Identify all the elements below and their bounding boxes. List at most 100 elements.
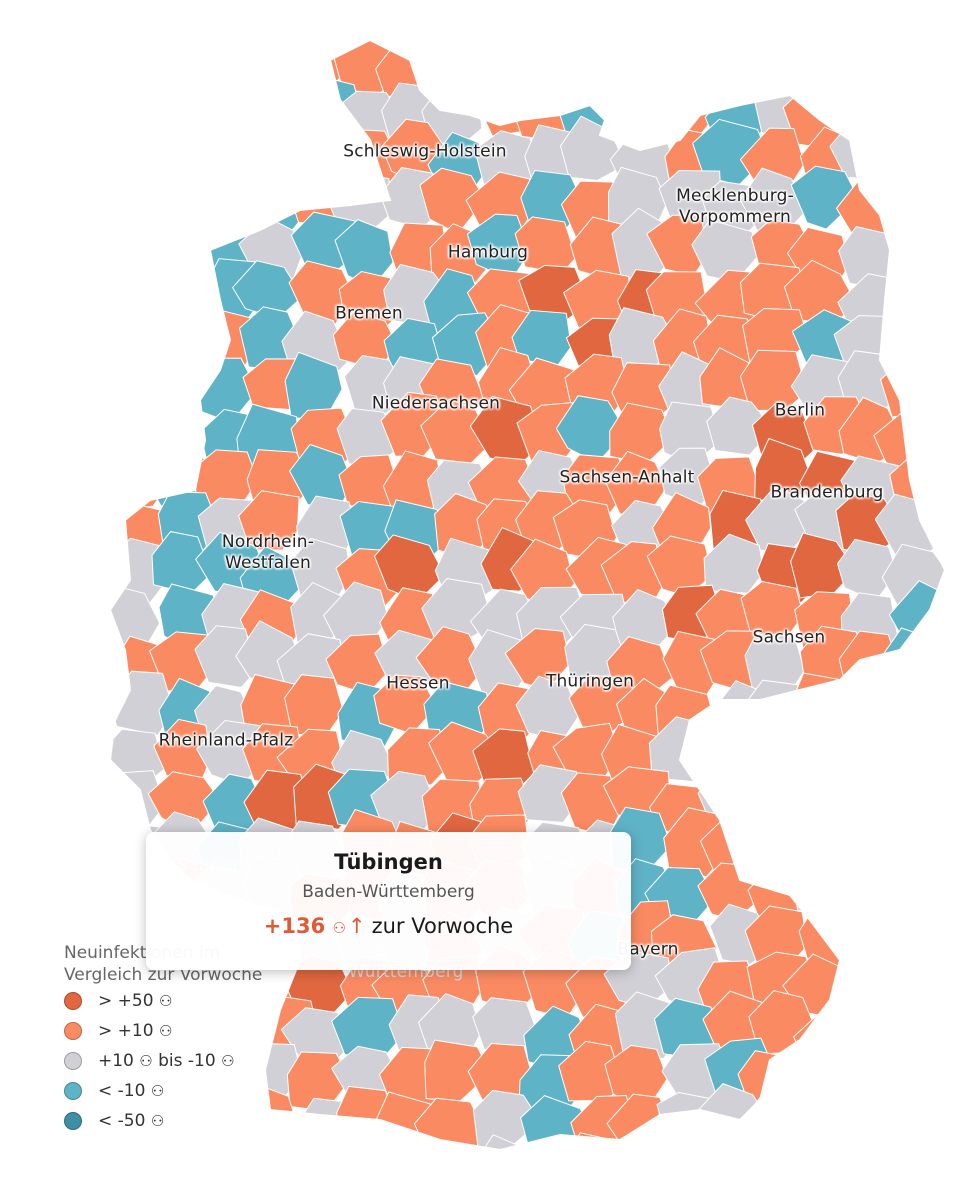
district-cell[interactable] <box>844 713 910 782</box>
district-cell[interactable] <box>517 764 581 823</box>
district-cell[interactable] <box>875 677 948 743</box>
district-cell[interactable] <box>100 114 167 186</box>
district-cell[interactable] <box>738 0 808 45</box>
district-cell[interactable] <box>137 363 213 430</box>
district-cell[interactable] <box>192 1139 259 1196</box>
district-cell[interactable] <box>830 1084 904 1148</box>
district-cell[interactable] <box>153 131 217 195</box>
district-cell[interactable] <box>746 811 820 874</box>
district-cell[interactable] <box>691 718 765 782</box>
district-cell[interactable] <box>878 171 947 241</box>
district-cell[interactable] <box>505 0 576 44</box>
district-cell[interactable] <box>698 1126 760 1196</box>
district-cell[interactable] <box>692 39 766 100</box>
district-cell[interactable] <box>280 124 346 190</box>
district-cell[interactable] <box>888 1092 948 1160</box>
district-cell[interactable] <box>283 1134 356 1200</box>
district-cell[interactable] <box>60 132 127 197</box>
district-cell[interactable] <box>880 119 947 183</box>
district-cell[interactable] <box>799 46 865 105</box>
district-cell[interactable] <box>886 728 958 795</box>
district-cell[interactable] <box>606 1139 679 1200</box>
district-cell[interactable] <box>107 1139 181 1198</box>
district-cell[interactable] <box>240 126 313 192</box>
district-cell[interactable] <box>741 763 813 833</box>
district-cell[interactable] <box>235 40 307 98</box>
district-cell[interactable] <box>830 901 900 975</box>
district-cell[interactable] <box>184 27 257 101</box>
district-cell[interactable] <box>107 168 179 231</box>
district-cell[interactable] <box>329 1136 397 1196</box>
district-cell[interactable] <box>563 1132 625 1200</box>
district-cell[interactable] <box>105 256 167 327</box>
district-cell[interactable] <box>804 816 865 880</box>
district-cell[interactable] <box>879 1001 948 1074</box>
district-cell[interactable] <box>787 0 850 55</box>
district-cell[interactable] <box>194 625 257 689</box>
district-cell[interactable] <box>620 31 682 92</box>
district-cell[interactable] <box>149 170 217 233</box>
district-cell[interactable] <box>618 73 684 140</box>
district-cell[interactable] <box>555 41 624 100</box>
district-cell[interactable] <box>508 1148 574 1200</box>
district-cell[interactable] <box>53 1145 121 1200</box>
district-cell[interactable] <box>154 304 214 377</box>
district-cell[interactable] <box>463 0 527 53</box>
district-cell[interactable] <box>696 0 768 56</box>
district-cell[interactable] <box>149 31 214 94</box>
district-cell[interactable] <box>108 356 172 418</box>
district-cell[interactable] <box>883 77 945 136</box>
district-cell[interactable] <box>104 0 167 56</box>
district-cell[interactable] <box>659 28 729 92</box>
district-cell[interactable] <box>793 723 862 790</box>
district-cell[interactable] <box>743 724 802 790</box>
district-cell[interactable] <box>835 29 900 90</box>
district-cell[interactable] <box>877 770 946 837</box>
district-cell[interactable] <box>560 0 629 65</box>
district-cell[interactable] <box>143 409 210 470</box>
district-cell[interactable] <box>200 0 270 55</box>
district-cell[interactable] <box>151 1131 226 1200</box>
district-cell[interactable] <box>882 39 956 99</box>
district-cell[interactable] <box>201 80 271 143</box>
district-cell[interactable] <box>791 773 857 834</box>
district-cell[interactable] <box>238 490 300 551</box>
district-cell[interactable] <box>60 34 129 95</box>
district-cell[interactable] <box>45 633 114 699</box>
district-cell[interactable] <box>478 1134 545 1200</box>
district-cell[interactable] <box>147 0 224 47</box>
district-cell[interactable] <box>141 266 205 331</box>
district-cell[interactable] <box>52 263 118 328</box>
district-cell[interactable] <box>833 1139 899 1199</box>
district-cell[interactable] <box>425 1142 495 1200</box>
district-cell[interactable] <box>52 762 121 823</box>
district-cell[interactable] <box>837 853 905 919</box>
district-cell[interactable] <box>790 672 854 743</box>
district-cell[interactable] <box>57 220 121 293</box>
district-cell[interactable] <box>54 84 124 151</box>
district-cell[interactable] <box>109 209 173 279</box>
district-cell[interactable] <box>96 402 162 471</box>
district-cell[interactable] <box>883 907 945 973</box>
district-cell[interactable] <box>376 0 441 55</box>
district-cell[interactable] <box>843 775 908 832</box>
district-cell[interactable] <box>841 806 905 875</box>
district-cell[interactable] <box>61 392 126 464</box>
district-cell[interactable] <box>107 81 181 142</box>
district-cell[interactable] <box>838 1050 907 1118</box>
district-cell[interactable] <box>749 26 821 98</box>
district-cell[interactable] <box>64 534 121 600</box>
district-cell[interactable] <box>204 132 269 195</box>
district-cell[interactable] <box>58 0 122 54</box>
district-cell[interactable] <box>886 266 952 339</box>
district-cell[interactable] <box>798 1135 866 1195</box>
district-cell[interactable] <box>153 80 211 144</box>
district-cell[interactable] <box>829 1003 903 1075</box>
district-cell[interactable] <box>890 0 957 56</box>
district-cell[interactable] <box>522 29 581 95</box>
district-cell[interactable] <box>62 589 122 652</box>
district-cell[interactable] <box>325 0 391 53</box>
district-cell[interactable] <box>66 859 126 929</box>
district-cell[interactable] <box>51 682 123 745</box>
district-cell[interactable] <box>656 0 732 51</box>
